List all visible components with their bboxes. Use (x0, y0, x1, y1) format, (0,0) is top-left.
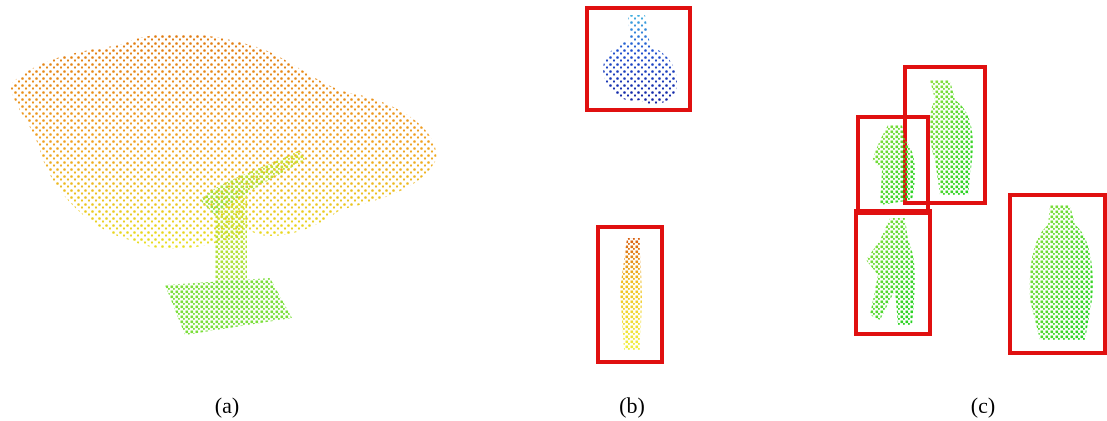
figure: (a) (b) (c) (0, 0, 1107, 421)
pole-cluster (620, 238, 642, 350)
base (165, 278, 292, 335)
caption: (b) (619, 393, 645, 418)
page: (a) (b) (c) (() => { const data = JSON.p… (0, 0, 1107, 421)
caption: (c) (971, 393, 995, 418)
caption: (a) (215, 393, 239, 418)
person (930, 80, 973, 195)
person (1030, 205, 1093, 340)
panel-b (587, 8, 690, 362)
panel-c (856, 67, 1105, 353)
blue-cluster (603, 15, 677, 104)
tree-point-cloud (10, 34, 436, 335)
person (872, 125, 915, 205)
person (866, 218, 915, 325)
